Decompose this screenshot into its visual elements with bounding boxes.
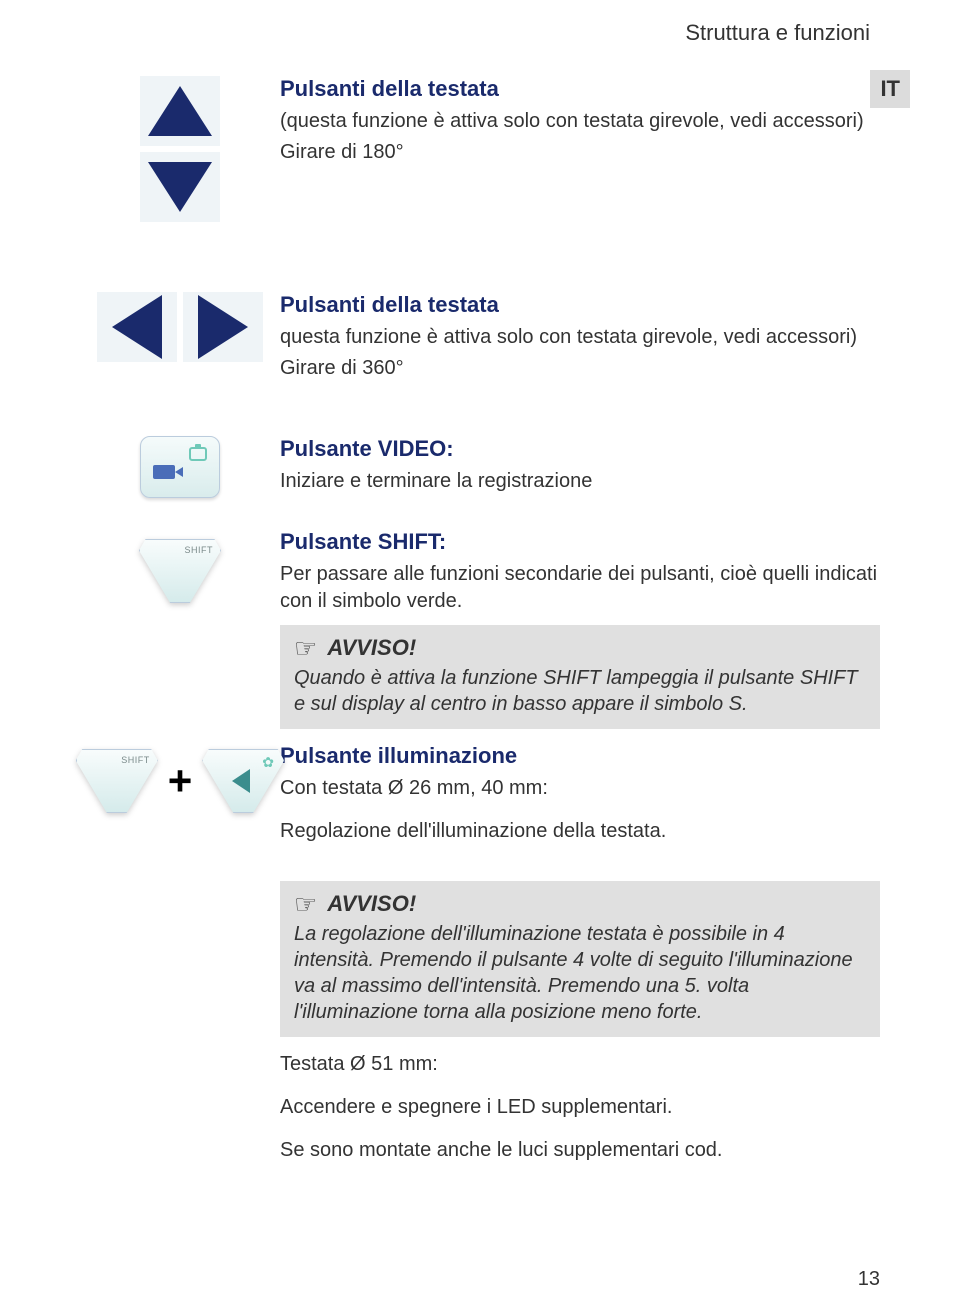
s1-line2: Girare di 180° (280, 139, 880, 166)
s4-line4: Regolazione dell'illuminazione della tes… (280, 818, 880, 845)
triangle-down-icon (148, 162, 212, 212)
illumination-button[interactable]: ✿ (202, 749, 284, 813)
s4-line1: Per passare alle funzioni secondarie dei… (280, 561, 880, 615)
s4-line3: Con testata Ø 26 mm, 40 mm: (280, 775, 880, 802)
arrow-right-button[interactable] (183, 292, 263, 362)
s1-line1: (questa funzione è attiva solo con testa… (280, 108, 880, 135)
triangle-left-icon (112, 295, 162, 359)
notice2-title: AVVISO! (327, 891, 416, 917)
s4-heading2: Pulsante illuminazione (280, 743, 880, 769)
notice2-body: La regolazione dell'illuminazione testat… (294, 921, 866, 1025)
camera-icon (153, 465, 175, 479)
section-shift: SHIFT SHIFT + ✿ Pulsante SHIFT: Per pass… (80, 529, 880, 1168)
notice1-title: AVVISO! (327, 635, 416, 661)
video-button[interactable] (140, 436, 220, 498)
arrow-up-button[interactable] (140, 76, 220, 146)
s4-line5: Testata Ø 51 mm: (280, 1051, 880, 1078)
pointing-hand-icon: ☞ (294, 635, 317, 661)
notice1-body: Quando è attiva la funzione SHIFT lampeg… (294, 665, 866, 717)
section-updown: Pulsanti della testata (questa funzione … (80, 76, 880, 222)
notice-1: ☞ AVVISO! Quando è attiva la funzione SH… (280, 625, 880, 729)
s2-line1: questa funzione è attiva solo con testat… (280, 324, 880, 351)
page-number: 13 (858, 1268, 880, 1291)
s4-line7: Se sono montate anche le luci supplement… (280, 1137, 880, 1164)
header-title: Struttura e funzioni (80, 20, 880, 46)
shift-button-top[interactable]: SHIFT (139, 539, 221, 603)
shift-label-2: SHIFT (121, 755, 150, 765)
section-video: Pulsante VIDEO: Iniziare e terminare la … (80, 436, 880, 499)
s2-line2: Girare di 360° (280, 355, 880, 382)
left-arrow-icon (232, 769, 250, 793)
photo-icon (189, 447, 207, 461)
section-leftright: Pulsanti della testata questa funzione è… (80, 292, 880, 386)
gear-icon: ✿ (262, 755, 276, 769)
arrow-left-button[interactable] (97, 292, 177, 362)
notice-2: ☞ AVVISO! La regolazione dell'illuminazi… (280, 881, 880, 1037)
triangle-right-icon (198, 295, 248, 359)
plus-icon: + (168, 757, 193, 805)
triangle-up-icon (148, 86, 212, 136)
s2-heading: Pulsanti della testata (280, 292, 880, 318)
language-badge: IT (870, 70, 910, 108)
s3-heading: Pulsante VIDEO: (280, 436, 880, 462)
shift-label: SHIFT (185, 545, 214, 555)
shift-button-combo[interactable]: SHIFT (76, 749, 158, 813)
s1-heading: Pulsanti della testata (280, 76, 880, 102)
pointing-hand-icon-2: ☞ (294, 891, 317, 917)
shift-combo: SHIFT + ✿ (76, 749, 285, 813)
arrow-down-button[interactable] (140, 152, 220, 222)
s4-heading: Pulsante SHIFT: (280, 529, 880, 555)
s3-line1: Iniziare e terminare la registrazione (280, 468, 880, 495)
s4-line6: Accendere e spegnere i LED supplementari… (280, 1094, 880, 1121)
